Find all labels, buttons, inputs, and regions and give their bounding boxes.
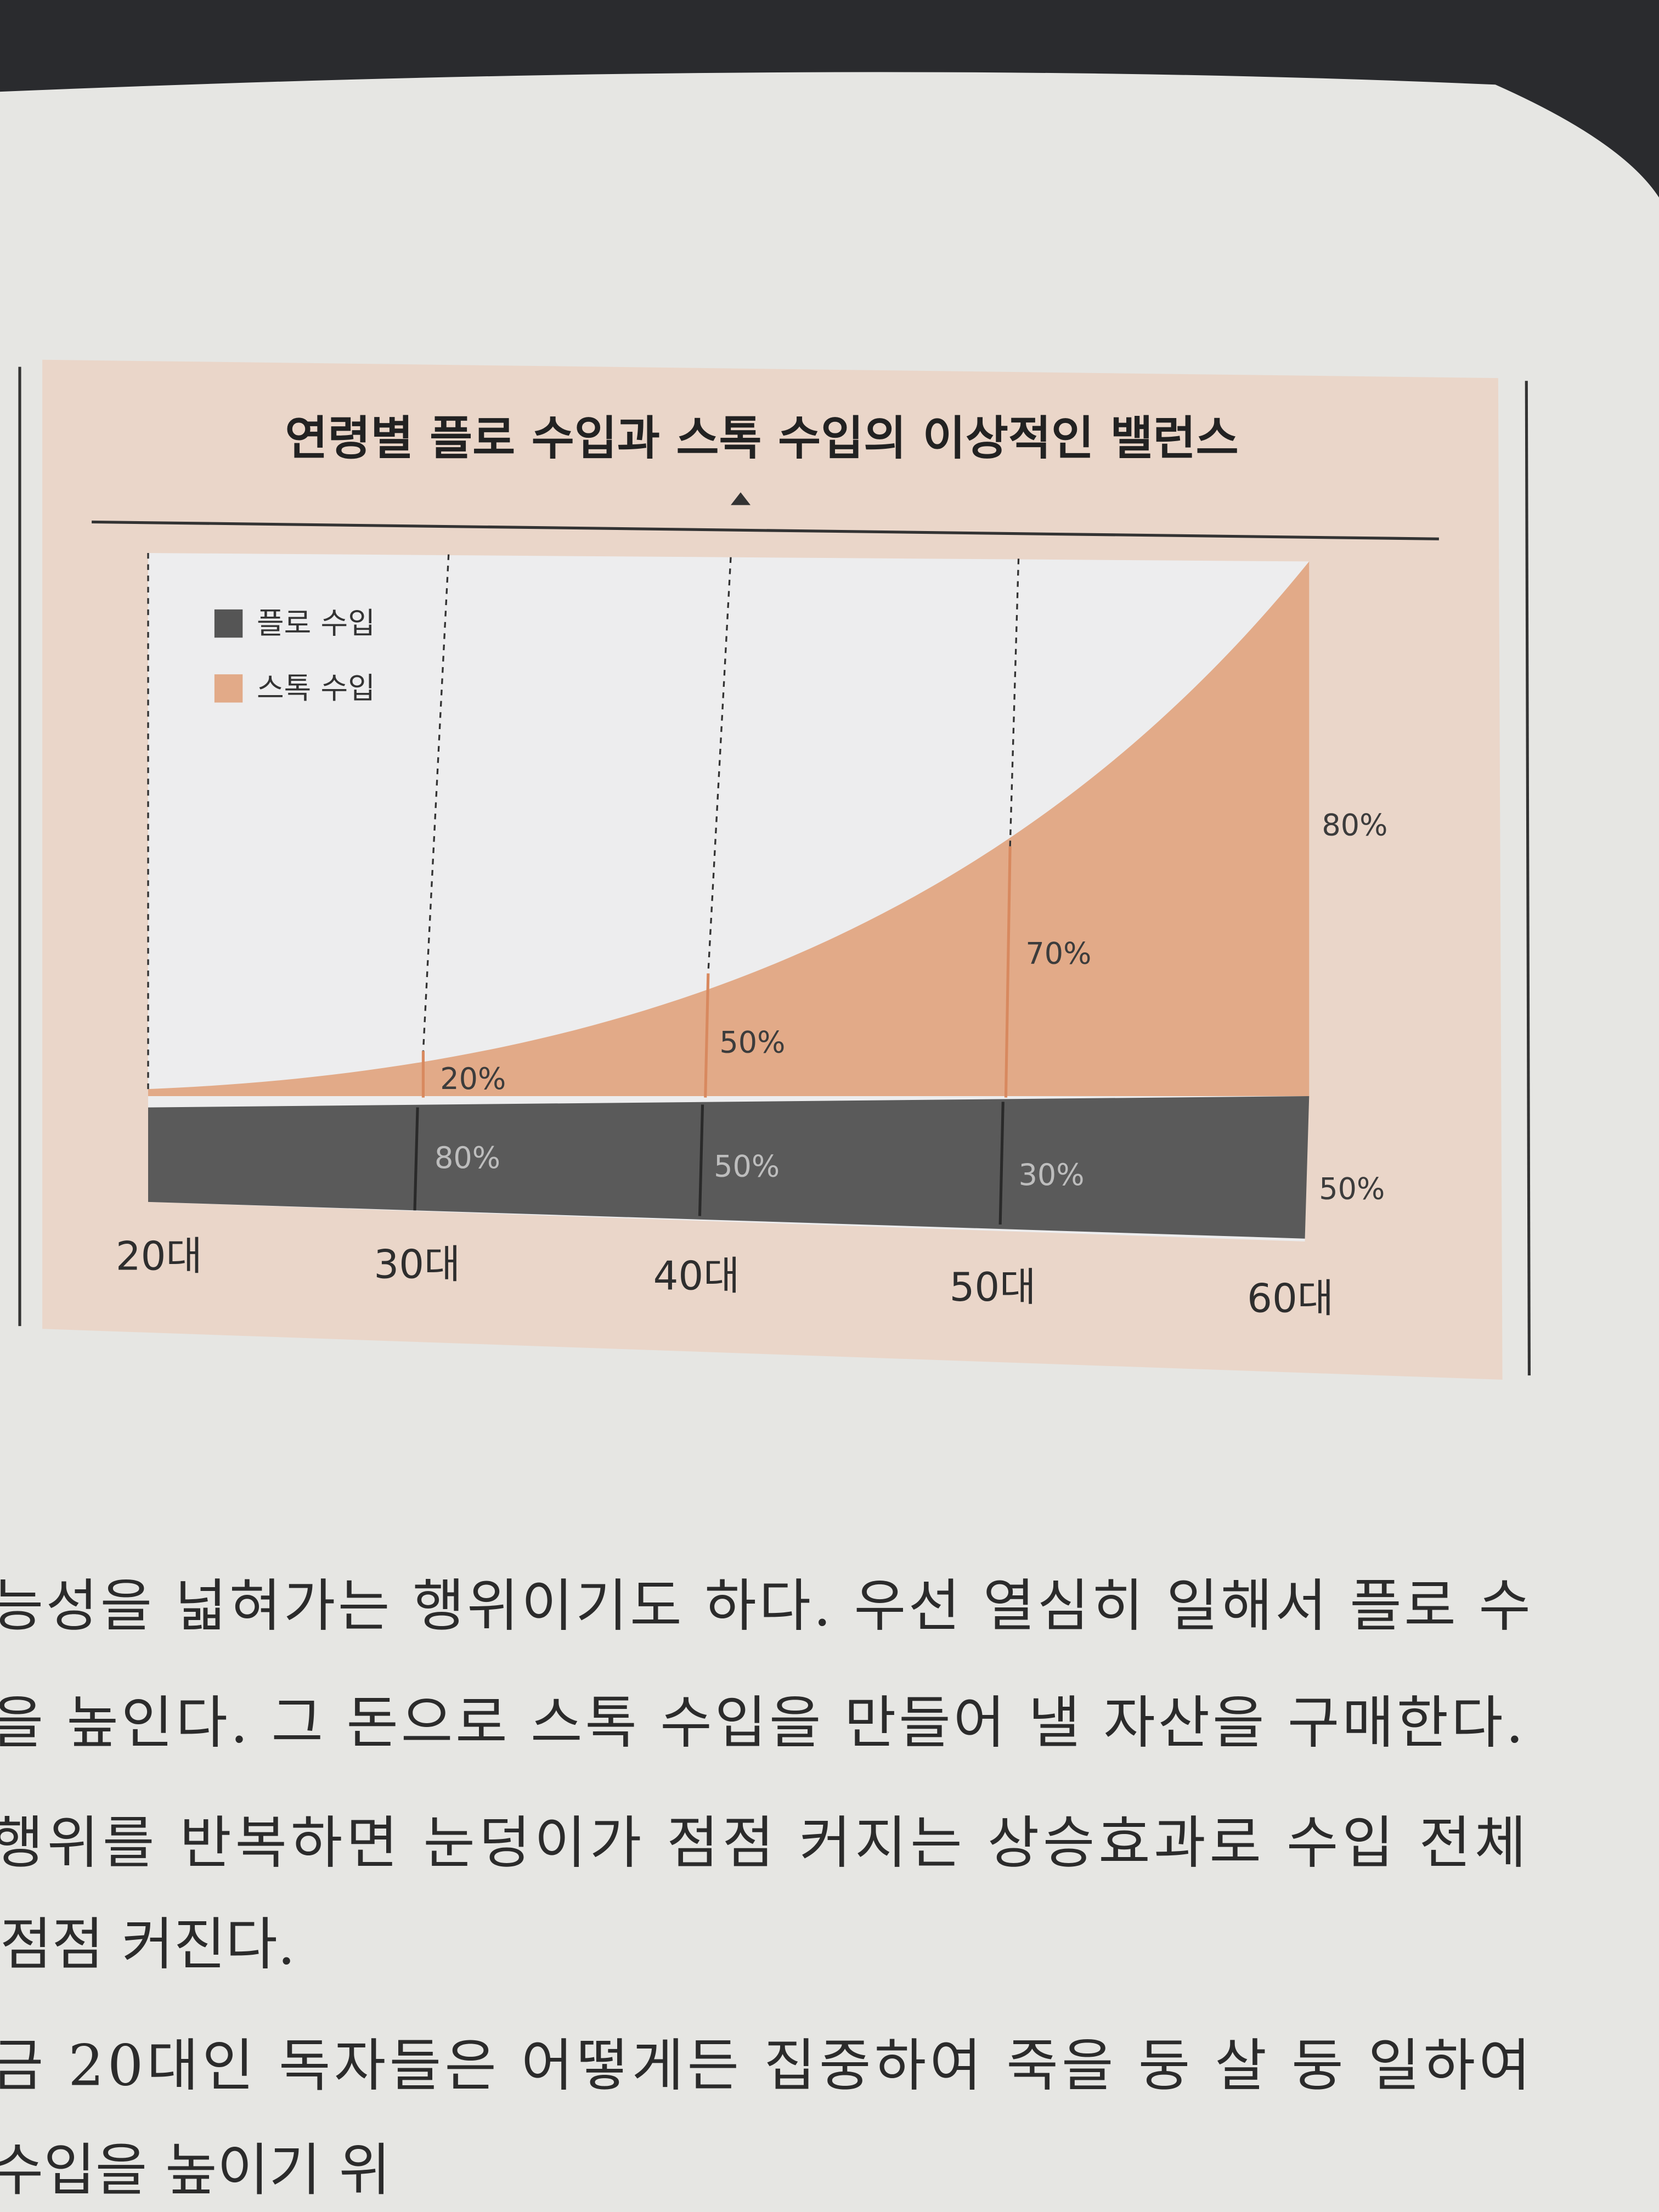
stock-label: 20% [440,1062,506,1096]
body-text: 능성을 넓혀가는 행위이기도 하다. 우선 열심히 일해서 플로 수을 높인다.… [0,1573,1531,2203]
flow-markers [413,1102,1005,1225]
stock-label: 70% [1025,936,1091,970]
x-label: 50대 [950,1264,1036,1310]
flow-marker [998,1102,1005,1225]
legend-swatch [214,674,243,703]
body-line: 금 20대인 독자들은 어떻게든 집중하여 죽을 둥 살 둥 일하여 [0,2034,1531,2099]
legend-label: 플로 수입 [257,606,375,641]
margin-rule [1525,381,1531,1376]
body-line: 을 높인다. 그 돈으로 스톡 수입을 만들어 낼 자산을 구매한다. [0,1691,1523,1756]
guide-line [422,554,450,1051]
body-line: 행위를 반복하면 눈덩이가 점점 커지는 상승효과로 수입 전체 [0,1810,1526,1876]
flow-label: 30% [1019,1158,1085,1192]
title-rule [92,520,1439,540]
body-line: 점점 커진다. [0,1912,295,1977]
flow-label: 50% [1319,1172,1385,1206]
flow-label: 50% [714,1149,780,1184]
title-pointer [731,492,751,505]
legend-swatch [214,609,243,638]
guide-line [1009,558,1020,847]
legend-label: 스톡 수입 [257,671,375,706]
stock-label: 50% [719,1025,785,1059]
x-label: 60대 [1247,1275,1334,1321]
flow-band [148,1096,1310,1239]
stock-label: 80% [1322,808,1387,842]
stock-marker [704,973,710,1098]
body-line: 수입을 높이기 위 [0,2138,391,2203]
figure: 연령별 플로 수입과 스톡 수입의 이상적인 밸런스 플로 수입 스톡 수입 2… [42,359,1503,1380]
flow-marker [413,1107,419,1211]
stock-area [148,561,1310,1096]
x-label: 20대 [116,1233,202,1279]
stock-markers [421,846,1012,1098]
guide-line [707,557,732,974]
body-line: 능성을 넓혀가는 행위이기도 하다. 우선 열심히 일해서 플로 수 [0,1573,1531,1639]
x-label: 30대 [374,1242,460,1288]
x-label: 40대 [653,1252,740,1299]
figure-title: 연령별 플로 수입과 스톡 수입의 이상적인 밸런스 [285,411,1238,466]
guides [147,553,1020,1090]
flow-label: 80% [435,1141,500,1175]
flow-marker [698,1104,704,1216]
stock-marker [1004,846,1012,1098]
